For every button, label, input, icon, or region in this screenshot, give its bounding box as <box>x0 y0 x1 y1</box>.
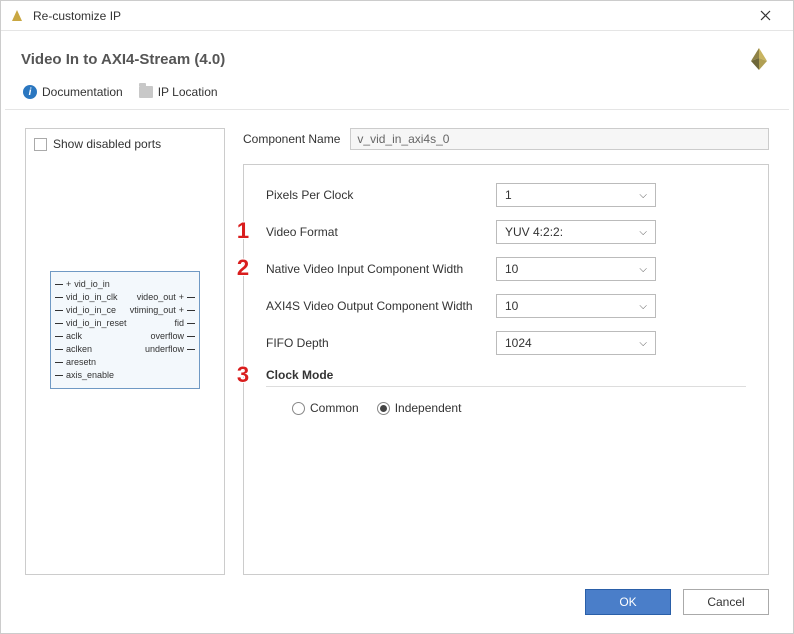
checkbox-icon <box>34 138 47 151</box>
folder-icon <box>139 86 153 98</box>
symbol-panel: Show disabled ports + vid_io_in vid_io_i… <box>25 128 225 575</box>
ip-location-link[interactable]: IP Location <box>139 85 218 99</box>
axi4s-width-select[interactable]: 10 ⌵ <box>496 294 656 318</box>
clock-mode-radios: Common Independent <box>266 401 746 415</box>
app-icon <box>9 8 25 24</box>
port-right: underflow <box>145 343 195 356</box>
select-value: 1 <box>505 188 512 202</box>
ip-symbol: + vid_io_in vid_io_in_clk video_out + vid… <box>50 271 200 389</box>
port-left: vid_io_in_ce <box>55 304 116 317</box>
cfg-label: Video Format <box>266 225 496 239</box>
cfg-row-fifo-depth: FIFO Depth 1024 ⌵ <box>266 331 746 355</box>
component-name-input[interactable] <box>350 128 769 150</box>
section-divider <box>266 386 746 387</box>
video-format-select[interactable]: YUV 4:2:2: ⌵ <box>496 220 656 244</box>
documentation-label: Documentation <box>42 85 123 99</box>
chevron-down-icon: ⌵ <box>639 338 647 349</box>
chevron-down-icon: ⌵ <box>639 190 647 201</box>
port-right: fid <box>174 317 195 330</box>
clock-mode-section: 3 Clock Mode Common Independent <box>266 368 746 415</box>
ok-button[interactable]: OK <box>585 589 671 615</box>
port-left: axis_enable <box>55 369 114 382</box>
port-right: vtiming_out + <box>130 304 195 317</box>
cfg-label: Native Video Input Component Width <box>266 262 496 276</box>
clock-mode-independent-radio[interactable]: Independent <box>377 401 462 415</box>
cfg-row-axi4s-width: AXI4S Video Output Component Width 10 ⌵ <box>266 294 746 318</box>
show-disabled-label: Show disabled ports <box>53 137 161 151</box>
native-width-select[interactable]: 10 ⌵ <box>496 257 656 281</box>
chevron-down-icon: ⌵ <box>639 227 647 238</box>
select-value: YUV 4:2:2: <box>505 225 563 239</box>
port-right: overflow <box>150 330 195 343</box>
cancel-button[interactable]: Cancel <box>683 589 769 615</box>
port-left: vid_io_in_reset <box>55 317 127 330</box>
close-button[interactable] <box>745 2 785 30</box>
header: Video In to AXI4-Stream (4.0) <box>1 31 793 79</box>
cfg-label: FIFO Depth <box>266 336 496 350</box>
clock-mode-common-radio[interactable]: Common <box>292 401 359 415</box>
radio-label: Common <box>310 401 359 415</box>
links-bar: i Documentation IP Location <box>5 79 789 110</box>
callout-2: 2 <box>230 255 256 281</box>
page-title: Video In to AXI4-Stream (4.0) <box>21 51 225 68</box>
cfg-label: AXI4S Video Output Component Width <box>266 299 496 313</box>
clock-mode-title: Clock Mode <box>266 368 746 382</box>
window-title: Re-customize IP <box>33 9 745 23</box>
radio-label: Independent <box>395 401 462 415</box>
cfg-label: Pixels Per Clock <box>266 188 496 202</box>
pixels-per-clock-select[interactable]: 1 ⌵ <box>496 183 656 207</box>
fifo-depth-select[interactable]: 1024 ⌵ <box>496 331 656 355</box>
callout-3: 3 <box>230 362 256 388</box>
dialog-window: Re-customize IP Video In to AXI4-Stream … <box>0 0 794 634</box>
port-left: aresetn <box>55 356 96 369</box>
documentation-link[interactable]: i Documentation <box>23 85 123 99</box>
ip-location-label: IP Location <box>158 85 218 99</box>
select-value: 10 <box>505 262 518 276</box>
chevron-down-icon: ⌵ <box>639 264 647 275</box>
cfg-row-native-width: 2 Native Video Input Component Width 10 … <box>266 257 746 281</box>
radio-icon <box>377 402 390 415</box>
component-name-label: Component Name <box>243 132 340 146</box>
show-disabled-ports-checkbox[interactable]: Show disabled ports <box>34 137 216 151</box>
vendor-logo-icon <box>745 45 773 73</box>
titlebar: Re-customize IP <box>1 1 793 31</box>
select-value: 10 <box>505 299 518 313</box>
cfg-row-video-format: 1 Video Format YUV 4:2:2: ⌵ <box>266 220 746 244</box>
port-left: aclken <box>55 343 92 356</box>
config-panel-outer: Component Name Pixels Per Clock 1 ⌵ 1 Vi… <box>243 128 769 575</box>
port-left: + vid_io_in <box>55 278 110 291</box>
component-name-row: Component Name <box>243 128 769 150</box>
body: Show disabled ports + vid_io_in vid_io_i… <box>1 110 793 575</box>
config-panel: Pixels Per Clock 1 ⌵ 1 Video Format YUV … <box>243 164 769 575</box>
port-left: aclk <box>55 330 82 343</box>
footer: OK Cancel <box>1 575 793 633</box>
port-left: vid_io_in_clk <box>55 291 118 304</box>
radio-icon <box>292 402 305 415</box>
cfg-row-pixels-per-clock: Pixels Per Clock 1 ⌵ <box>266 183 746 207</box>
callout-1: 1 <box>230 218 256 244</box>
port-right: video_out + <box>137 291 195 304</box>
select-value: 1024 <box>505 336 532 350</box>
info-icon: i <box>23 85 37 99</box>
chevron-down-icon: ⌵ <box>639 301 647 312</box>
